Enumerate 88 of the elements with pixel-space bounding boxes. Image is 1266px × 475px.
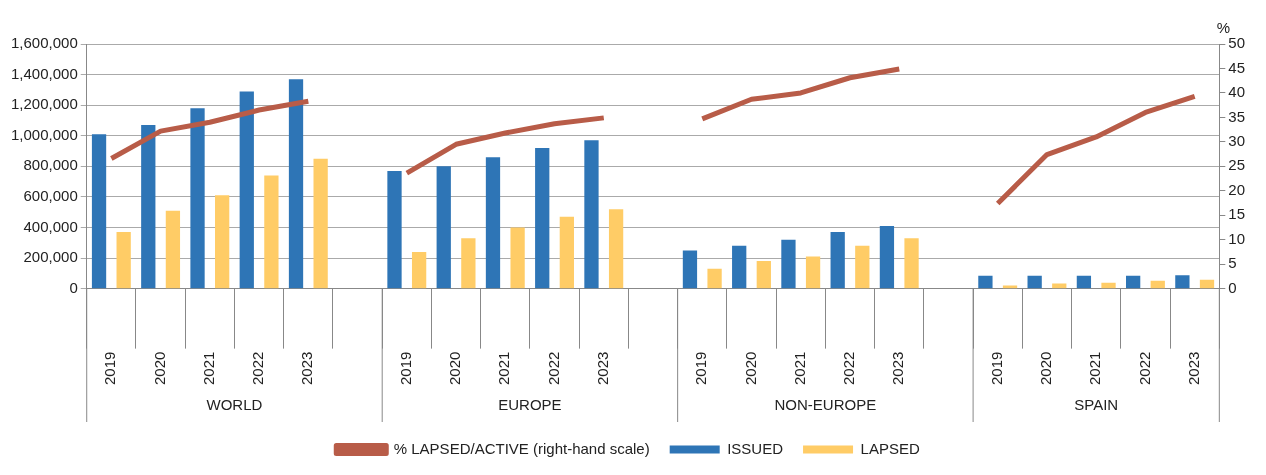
y2-tick-label: 30 [1228, 131, 1245, 149]
bar [707, 268, 722, 289]
bar [1076, 275, 1092, 289]
bar [116, 232, 131, 289]
bar [165, 210, 181, 289]
bar [830, 232, 845, 289]
bar [1052, 283, 1067, 289]
bar [1126, 275, 1141, 289]
y2-axis-title: % [1216, 18, 1230, 36]
bar [879, 225, 895, 289]
bar [584, 140, 599, 289]
text: WORLD [206, 396, 263, 414]
x-tick-label: 2020 [741, 351, 759, 386]
y2-tick-label: 50 [1228, 34, 1245, 52]
bar [1002, 285, 1018, 289]
y-tick-label: 200,000 [23, 248, 78, 266]
y2-tick-label: 40 [1228, 83, 1245, 101]
text: EUROPE [498, 396, 562, 414]
legend-label: ISSUED [727, 439, 784, 457]
bar [215, 195, 230, 289]
y2-tick-label: 20 [1228, 180, 1245, 198]
bar [855, 245, 870, 289]
bar [141, 125, 156, 289]
x-tick-label: 2022 [840, 351, 858, 386]
y-tick-label: 400,000 [23, 217, 78, 235]
x-tick-label: 2021 [495, 351, 513, 386]
bar [461, 238, 476, 289]
bar [1175, 275, 1190, 289]
y2-tick-label: 0 [1228, 278, 1237, 296]
bar [608, 209, 624, 289]
y-tick-label: 1,400,000 [11, 64, 78, 82]
bar [264, 175, 279, 289]
y2-tick-label: 25 [1228, 156, 1245, 174]
bar [387, 170, 402, 289]
y-tick-label: 1,000,000 [11, 125, 78, 143]
bar [559, 216, 574, 289]
bar [436, 166, 451, 289]
x-tick-label: 2019 [101, 351, 119, 386]
bar [805, 256, 821, 289]
x-tick-label: 2023 [593, 351, 611, 386]
legend-label: % LAPSED/ACTIVE (right-hand scale) [393, 439, 650, 457]
y2-tick-label: 45 [1228, 58, 1245, 76]
x-tick-label: 2023 [889, 351, 907, 386]
legend-label: LAPSED [860, 439, 920, 457]
text: NON-EUROPE [774, 396, 877, 414]
bar [904, 238, 919, 289]
x-tick-label: 2023 [298, 351, 316, 386]
bar [288, 79, 304, 289]
y2-tick-label: 35 [1228, 107, 1245, 125]
bar [781, 239, 796, 289]
x-tick-label: 2021 [1086, 351, 1104, 386]
x-tick-label: 2020 [1037, 351, 1055, 386]
bar [190, 108, 205, 289]
x-tick-label: 2021 [790, 351, 808, 386]
bar [978, 275, 993, 289]
bar [732, 245, 747, 289]
bar [411, 251, 427, 289]
x-tick-label: 2020 [446, 351, 464, 386]
x-tick-label: 2022 [249, 351, 267, 386]
x-tick-label: 2022 [544, 351, 562, 386]
y-tick-label: 800,000 [23, 156, 78, 174]
bar [535, 147, 550, 289]
bar [756, 261, 771, 289]
y2-tick-label: 5 [1228, 254, 1237, 272]
x-tick-label: 2022 [1135, 351, 1153, 386]
y-tick-label: 0 [69, 278, 78, 296]
bar [239, 91, 254, 289]
bar [510, 227, 525, 289]
bar [1027, 275, 1042, 289]
y-tick-label: 1,200,000 [11, 95, 78, 113]
bar [485, 157, 501, 289]
bar [682, 250, 698, 289]
y-tick-label: 1,600,000 [11, 34, 78, 52]
x-tick-label: 2019 [692, 351, 710, 386]
bar [1150, 280, 1165, 289]
y-tick-label: 600,000 [23, 187, 78, 205]
text: SPAIN [1074, 396, 1119, 414]
x-tick-label: 2019 [396, 351, 414, 386]
bar [1101, 282, 1116, 289]
x-tick-label: 2020 [150, 351, 168, 386]
x-tick-label: 2019 [987, 351, 1005, 386]
x-tick-label: 2021 [199, 351, 217, 386]
bar [1199, 279, 1215, 289]
bar [91, 134, 107, 289]
y2-tick-label: 10 [1228, 229, 1245, 247]
x-tick-label: 2023 [1184, 351, 1202, 386]
bar [313, 158, 328, 289]
y2-tick-label: 15 [1228, 205, 1245, 223]
